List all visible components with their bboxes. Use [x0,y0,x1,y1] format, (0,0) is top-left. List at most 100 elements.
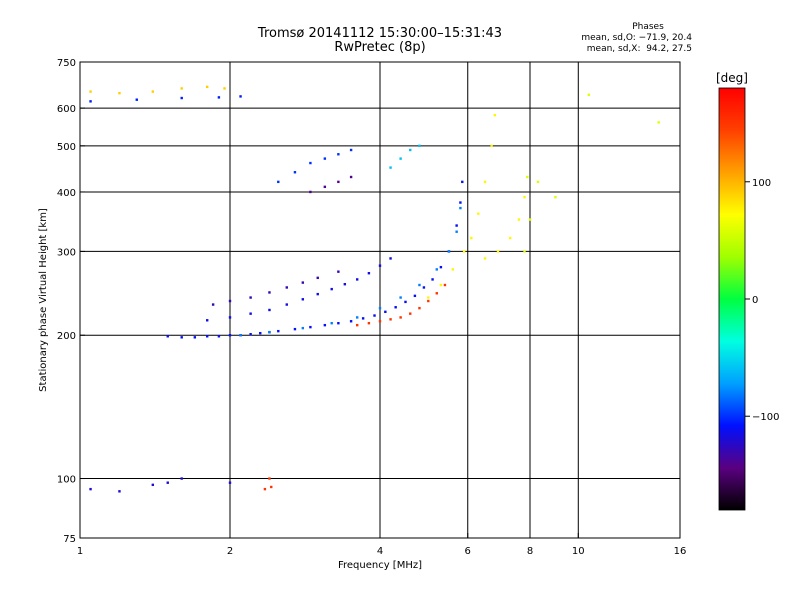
data-point [526,175,529,179]
data-point [323,185,327,189]
data-point [399,316,402,319]
data-point [217,335,221,338]
data-point [205,335,209,338]
data-point [268,330,271,334]
data-point [309,190,312,194]
data-point [378,264,382,267]
data-point [180,336,183,339]
data-point [323,323,327,327]
data-point [349,175,353,179]
data-point [223,87,226,90]
y-tick-label: 100 [57,475,76,486]
y-tick-label: 300 [57,247,76,258]
data-point [439,265,443,269]
data-point [409,148,412,152]
data-point [422,286,426,289]
data-point [462,250,466,253]
data-point [493,113,497,117]
data-point [166,335,169,338]
x-axis-ticks: 1 2 4 6 8 10 16 [77,533,686,557]
data-point [523,250,526,253]
data-point [330,321,333,325]
data-point [337,321,340,325]
data-point [483,180,487,184]
data-point [373,314,376,317]
data-point [316,276,319,280]
data-point [439,283,443,287]
data-point [394,306,397,309]
data-point [435,292,438,295]
data-point [367,321,371,325]
data-point [228,334,232,337]
data-point [263,487,267,491]
data-point [455,224,458,227]
grid-lines [80,62,680,538]
data-point [277,329,280,333]
data-point [180,87,183,90]
data-point [268,291,271,294]
colorbar-tick-label: −100 [752,412,779,423]
x-tick-label: 10 [572,546,585,557]
data-point [249,333,252,336]
data-point [435,268,438,271]
data-point [268,477,271,480]
y-tick-label: 75 [63,534,76,545]
data-point [249,312,252,315]
y-tick-label: 500 [57,142,76,153]
data-point [490,144,493,148]
data-point [285,286,288,289]
data-point [337,270,340,273]
data-point [343,283,347,286]
data-point [389,318,392,321]
data-point [135,98,138,101]
data-point [205,319,209,322]
data-point [166,481,169,484]
data-point [228,299,232,303]
data-point [413,294,417,298]
stats-x-mode: mean, sd,X: 94.2, 27.5 [586,44,692,54]
data-point [418,306,421,310]
x-tick-label: 2 [227,546,233,557]
data-point [389,257,392,260]
data-point [217,96,221,99]
data-point [118,490,121,493]
data-point [293,171,297,174]
data-point [89,90,92,93]
data-point [657,121,660,124]
colorbar [718,87,746,511]
data-point [587,93,591,96]
data-point [459,201,462,204]
data-point [399,157,402,160]
data-point [427,299,430,303]
data-point [151,483,155,487]
data-point [349,320,353,323]
data-point [337,153,340,156]
data-point [228,481,232,484]
data-point [211,303,215,306]
data-point [259,331,262,335]
data-point [301,298,305,301]
colorbar-unit: [deg] [716,71,748,85]
chart-subtitle: RwPretec (8p) [334,40,426,55]
x-tick-label: 6 [465,546,471,557]
data-point [228,316,232,319]
data-point [431,278,434,281]
colorbar-tick-label: 0 [752,295,758,306]
data-point [239,334,242,337]
y-tick-label: 600 [57,104,76,115]
phase-stats: Phases mean, sd,O: −71.9, 20.4 mean, sd,… [560,22,692,55]
data-point [277,180,280,184]
data-point [337,180,340,184]
colorbar-tick-label: 100 [752,178,771,189]
data-point [447,250,451,253]
stats-o-mode: mean, sd,O: −71.9, 20.4 [581,33,692,43]
data-point [461,180,464,184]
data-point [523,195,526,199]
x-axis-label: Frequency [MHz] [338,560,422,571]
data-point [399,296,402,299]
data-point [404,300,407,304]
chart-title: Tromsø 20141112 15:30:00–15:31:43 [257,26,503,41]
data-point [378,320,382,323]
y-tick-label: 400 [57,188,76,199]
data-point [270,485,273,489]
